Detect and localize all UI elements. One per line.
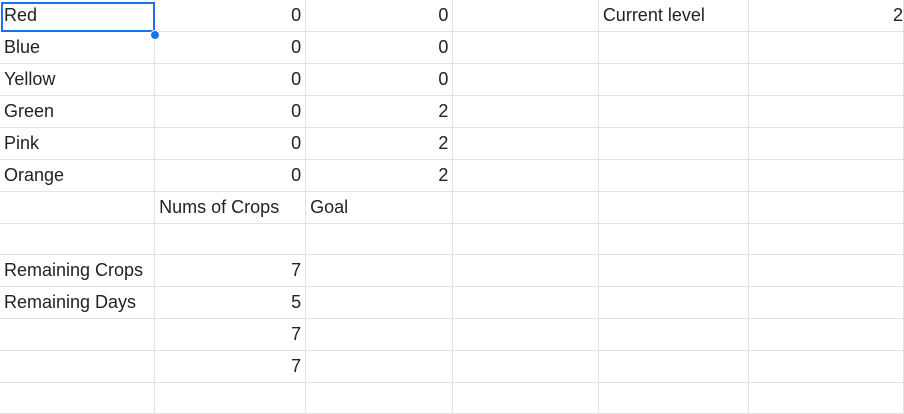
fill-handle[interactable] [150,30,160,40]
cell-b2[interactable]: 0 [154,31,307,64]
cell-b13[interactable] [154,382,307,414]
cell-e10[interactable] [598,286,749,319]
cell-c4[interactable]: 2 [305,95,454,128]
cell-a11[interactable] [0,318,156,351]
cell-b6[interactable]: 0 [154,159,307,192]
cell-c7[interactable]: Goal [305,191,454,224]
cell-f2[interactable] [748,31,904,64]
cell-d13[interactable] [452,382,599,414]
cell-c11[interactable] [305,318,454,351]
cell-f5[interactable] [748,127,904,160]
cell-d2[interactable] [452,31,599,64]
cell-f8[interactable] [748,223,904,255]
cell-f12[interactable] [748,350,904,383]
cell-d10[interactable] [452,286,599,319]
cell-e8[interactable] [598,223,749,255]
cell-a5[interactable]: Pink [0,127,156,160]
cell-a4[interactable]: Green [0,95,156,128]
cell-b11[interactable]: 7 [154,318,307,351]
cell-b12[interactable]: 7 [154,350,307,383]
cell-b8[interactable] [154,223,307,255]
cell-f13[interactable] [748,382,904,414]
cell-a13[interactable] [0,382,156,414]
cell-a10[interactable]: Remaining Days [0,286,156,319]
cell-e7[interactable] [598,191,749,224]
cell-b10[interactable]: 5 [154,286,307,319]
cell-a6[interactable]: Orange [0,159,156,192]
grid-row: Remaining Days 5 [0,286,904,319]
cell-f7[interactable] [748,191,904,224]
cell-d1[interactable] [452,0,599,32]
cell-d8[interactable] [452,223,599,255]
cell-f10[interactable] [748,286,904,319]
cell-e4[interactable] [598,95,749,128]
cell-e1[interactable]: Current level [598,0,749,32]
cell-f9[interactable] [748,254,904,287]
cell-a2[interactable]: Blue [0,31,156,64]
cell-f6[interactable] [748,159,904,192]
cell-a12[interactable] [0,350,156,383]
cell-b1[interactable]: 0 [154,0,307,32]
cell-d5[interactable] [452,127,599,160]
cell-c2[interactable]: 0 [305,31,454,64]
cell-e11[interactable] [598,318,749,351]
cell-e9[interactable] [598,254,749,287]
grid-row: Pink 0 2 [0,127,904,160]
cell-b7[interactable]: Nums of Crops [154,191,307,224]
cell-c8[interactable] [305,223,454,255]
cell-f11[interactable] [748,318,904,351]
grid-row: Red 0 0 Current level 2 [0,0,904,32]
cell-a3[interactable]: Yellow [0,63,156,96]
cell-a7[interactable] [0,191,156,224]
cell-a1[interactable]: Red [0,0,156,32]
grid-row: Blue 0 0 [0,31,904,64]
cell-e6[interactable] [598,159,749,192]
cell-e12[interactable] [598,350,749,383]
cell-c9[interactable] [305,254,454,287]
cell-d6[interactable] [452,159,599,192]
grid-row: Remaining Crops 7 [0,254,904,287]
grid-row: Green 0 2 [0,95,904,128]
cell-d4[interactable] [452,95,599,128]
grid-row: Nums of Crops Goal [0,191,904,224]
cell-f1[interactable]: 2 [748,0,904,32]
cell-c12[interactable] [305,350,454,383]
cell-d12[interactable] [452,350,599,383]
cell-b4[interactable]: 0 [154,95,307,128]
grid-row: Yellow 0 0 [0,63,904,96]
cell-f4[interactable] [748,95,904,128]
cell-e5[interactable] [598,127,749,160]
cell-e2[interactable] [598,31,749,64]
cell-b9[interactable]: 7 [154,254,307,287]
cell-c10[interactable] [305,286,454,319]
cell-b3[interactable]: 0 [154,63,307,96]
cell-d3[interactable] [452,63,599,96]
cell-d9[interactable] [452,254,599,287]
cell-e13[interactable] [598,382,749,414]
cell-d7[interactable] [452,191,599,224]
cell-c5[interactable]: 2 [305,127,454,160]
cell-c3[interactable]: 0 [305,63,454,96]
cell-c6[interactable]: 2 [305,159,454,192]
cell-c1[interactable]: 0 [305,0,454,32]
grid-row [0,382,904,414]
cell-a9[interactable]: Remaining Crops [0,254,156,287]
cell-c13[interactable] [305,382,454,414]
cell-e3[interactable] [598,63,749,96]
grid-row: Orange 0 2 [0,159,904,192]
cell-a8[interactable] [0,223,156,255]
grid-row: 7 [0,350,904,383]
grid-row: 7 [0,318,904,351]
grid-row [0,223,904,255]
cell-d11[interactable] [452,318,599,351]
cell-f3[interactable] [748,63,904,96]
cell-b5[interactable]: 0 [154,127,307,160]
